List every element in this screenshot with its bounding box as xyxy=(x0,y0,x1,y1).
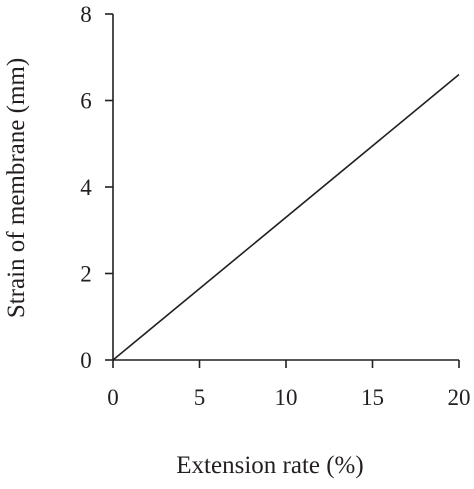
y-tick-label: 0 xyxy=(80,348,92,373)
series xyxy=(112,73,460,361)
axes xyxy=(112,14,459,361)
tick-labels: 0 2 4 6 8 0 5 10 15 20 xyxy=(80,2,470,410)
x-tick-label: 5 xyxy=(194,385,206,410)
y-tick-label: 6 xyxy=(80,89,92,114)
y-axis-title: Strain of membrane (mm) xyxy=(3,58,30,318)
ticks xyxy=(105,13,460,368)
x-axis-title: Extension rate (%) xyxy=(176,452,363,479)
x-tick-label: 20 xyxy=(448,385,471,410)
y-tick-label: 8 xyxy=(80,2,92,27)
x-tick-label: 15 xyxy=(361,385,384,410)
x-tick-label: 0 xyxy=(107,385,119,410)
series-line xyxy=(112,73,460,361)
x-tick-label: 10 xyxy=(275,385,298,410)
y-tick-label: 4 xyxy=(80,175,92,200)
y-tick-label: 2 xyxy=(80,262,92,287)
